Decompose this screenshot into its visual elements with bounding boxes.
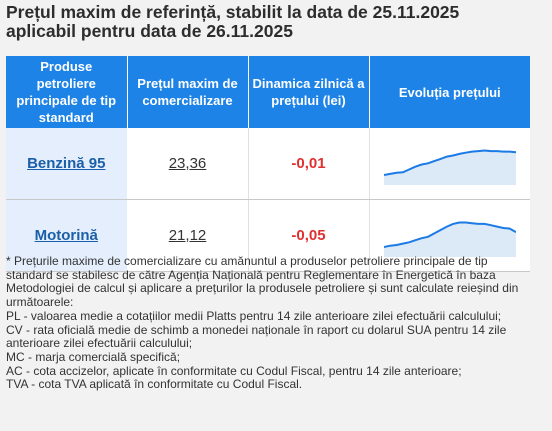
change-cell: -0,05 — [248, 199, 370, 272]
sparkline-line — [383, 221, 516, 248]
change-value: -0,05 — [291, 227, 326, 244]
sparkline-area — [383, 222, 516, 257]
sparkline-motorina — [383, 221, 516, 257]
sparkline-area — [383, 150, 516, 185]
change-cell: -0,01 — [248, 128, 370, 200]
price-value: 21,12 — [168, 227, 207, 244]
heading-line-2: aplicabil pentru data de 26.11.2025 — [6, 21, 293, 41]
product-link-benzina-95[interactable]: Benzină 95 — [27, 155, 106, 172]
footnote-tva: TVA - cota TVA aplicată în conformitate … — [6, 377, 303, 392]
product-cell: Benzină 95 — [6, 128, 128, 200]
footnote-cv: CV - rata oficială medie de schimb a mon… — [6, 322, 507, 351]
product-link-motorina[interactable]: Motorină — [34, 227, 98, 244]
price-value: 23,36 — [168, 155, 207, 172]
header-max-price: Prețul maxim de comercializare — [127, 56, 249, 128]
table-header-row: Produse petroliere principale de tip sta… — [6, 56, 530, 128]
footnote-intro: * Prețurile maxime de comercializare cu … — [6, 254, 519, 310]
footnotes: * Prețurile maxime de comercializare cu … — [6, 254, 536, 392]
page-heading: Prețul maxim de referință, stabilit la d… — [6, 3, 546, 41]
price-table: Produse petroliere principale de tip sta… — [6, 56, 530, 272]
sparkline-line — [383, 148, 516, 176]
trend-cell — [369, 128, 530, 200]
footnote-pl: PL - valoarea medie a cotațiilor medii P… — [6, 308, 502, 323]
sparkline-benzina-95 — [383, 148, 516, 185]
header-products: Produse petroliere principale de tip sta… — [6, 56, 128, 128]
change-value: -0,01 — [291, 155, 326, 172]
table-row: Motorină 21,12 -0,05 — [6, 199, 530, 272]
price-cell: 21,12 — [127, 199, 249, 272]
footnote-ac: AC - cota accizelor, aplicate în conform… — [6, 363, 462, 378]
table-row: Benzină 95 23,36 -0,01 — [6, 128, 530, 200]
header-daily-change: Dinamica zilnică a prețului (lei) — [248, 56, 370, 128]
product-cell: Motorină — [6, 199, 128, 272]
heading-line-1: Prețul maxim de referință, stabilit la d… — [6, 2, 460, 22]
header-price-evolution: Evoluția prețului — [369, 56, 530, 128]
footnote-mc: MC - marja comercială specifică; — [6, 349, 181, 364]
price-cell: 23,36 — [127, 128, 249, 200]
trend-cell — [369, 199, 530, 272]
